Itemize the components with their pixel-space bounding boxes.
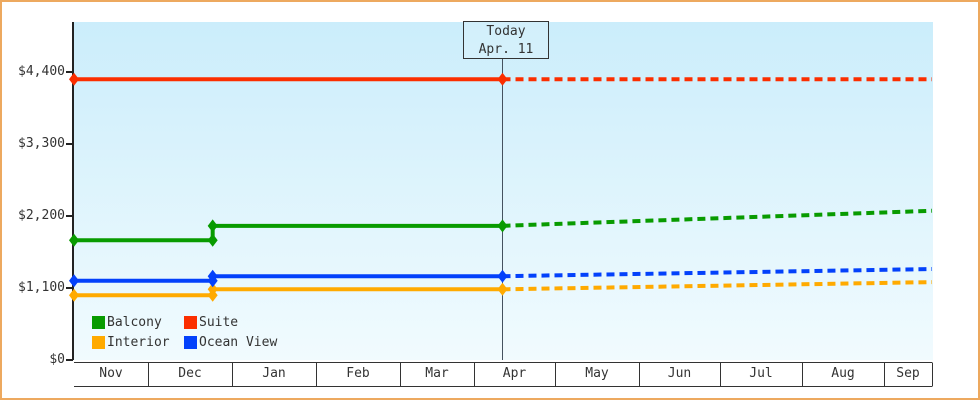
series-forecast-ocean-view bbox=[502, 267, 933, 279]
series-marker-interior bbox=[69, 288, 79, 302]
legend-item-suite: Suite bbox=[184, 314, 277, 330]
series-marker-interior bbox=[207, 282, 218, 296]
legend-item-interior: Interior bbox=[92, 334, 184, 350]
series-marker-suite bbox=[69, 72, 79, 86]
today-label: Today bbox=[486, 24, 526, 39]
legend-label-interior: Interior bbox=[107, 334, 170, 350]
series-marker-balcony bbox=[207, 233, 218, 247]
series-forecast-balcony bbox=[502, 208, 933, 228]
legend-swatch-ocean-view bbox=[184, 335, 197, 349]
series-marker-balcony bbox=[69, 233, 79, 247]
series-marker-ocean-view bbox=[207, 269, 218, 283]
today-box: Today Apr. 11 bbox=[463, 21, 549, 59]
legend-label-ocean-view: Ocean View bbox=[199, 334, 278, 350]
legend-item-ocean-view: Ocean View bbox=[184, 334, 277, 350]
legend-swatch-suite bbox=[184, 315, 197, 329]
series-forecast-interior bbox=[502, 280, 933, 292]
series-marker-ocean-view bbox=[69, 274, 79, 288]
legend-swatch-interior bbox=[92, 335, 105, 349]
legend-label-suite: Suite bbox=[199, 314, 239, 330]
series-line-interior bbox=[74, 287, 503, 298]
legend-swatch-balcony bbox=[92, 315, 105, 329]
legend: Balcony Suite Interior Ocean View bbox=[92, 314, 277, 350]
series-marker-balcony bbox=[207, 219, 218, 233]
legend-item-balcony: Balcony bbox=[92, 314, 184, 330]
series-marker-interior bbox=[497, 282, 508, 296]
today-date: Apr. 11 bbox=[478, 42, 534, 57]
series-marker-suite bbox=[497, 72, 508, 86]
series-line-ocean-view bbox=[74, 274, 503, 283]
series-line-balcony bbox=[74, 223, 503, 243]
legend-label-balcony: Balcony bbox=[107, 314, 162, 330]
series-marker-balcony bbox=[497, 219, 508, 233]
series-marker-ocean-view bbox=[497, 269, 508, 283]
